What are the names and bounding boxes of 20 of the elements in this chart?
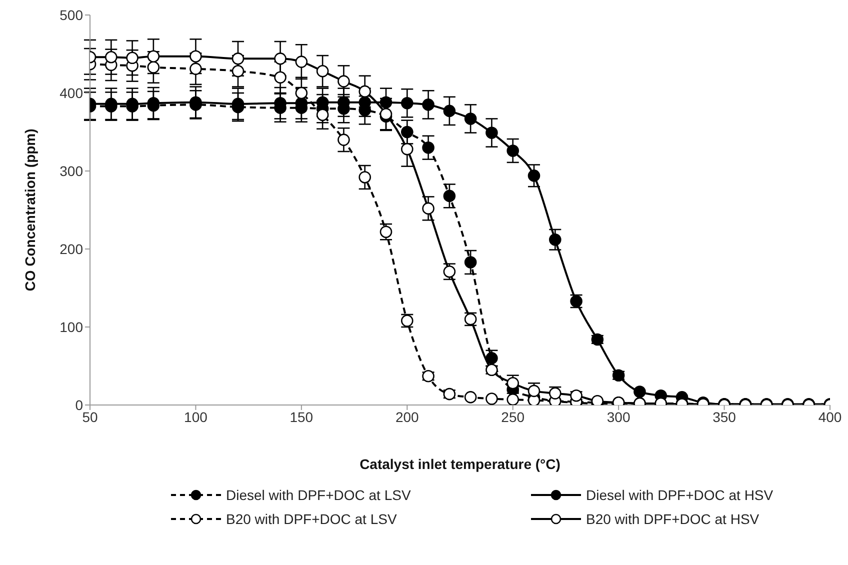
x-tick-label: 250 bbox=[501, 408, 525, 425]
y-tick-label: 500 bbox=[60, 6, 84, 23]
x-tick-label: 100 bbox=[184, 408, 208, 425]
legend-label: B20 with DPF+DOC at LSV bbox=[226, 511, 397, 527]
x-axis-title: Catalyst inlet temperature (°C) bbox=[360, 456, 560, 472]
y-tick-label: 0 bbox=[75, 396, 84, 413]
legend-label: B20 with DPF+DOC at HSV bbox=[586, 511, 760, 527]
y-axis-title: CO Concentration (ppm) bbox=[22, 128, 38, 292]
x-tick-label: 150 bbox=[290, 408, 314, 425]
y-tick-label: 100 bbox=[60, 318, 84, 335]
x-tick-label: 50 bbox=[82, 408, 98, 425]
y-tick-label: 200 bbox=[60, 240, 84, 257]
x-tick-label: 400 bbox=[818, 408, 842, 425]
legend-label: Diesel with DPF+DOC at HSV bbox=[586, 487, 774, 503]
x-tick-label: 350 bbox=[712, 408, 736, 425]
y-tick-label: 300 bbox=[60, 162, 84, 179]
y-tick-label: 400 bbox=[60, 84, 84, 101]
x-tick-label: 200 bbox=[395, 408, 420, 425]
x-tick-label: 300 bbox=[606, 408, 630, 425]
legend-label: Diesel with DPF+DOC at LSV bbox=[226, 487, 411, 503]
